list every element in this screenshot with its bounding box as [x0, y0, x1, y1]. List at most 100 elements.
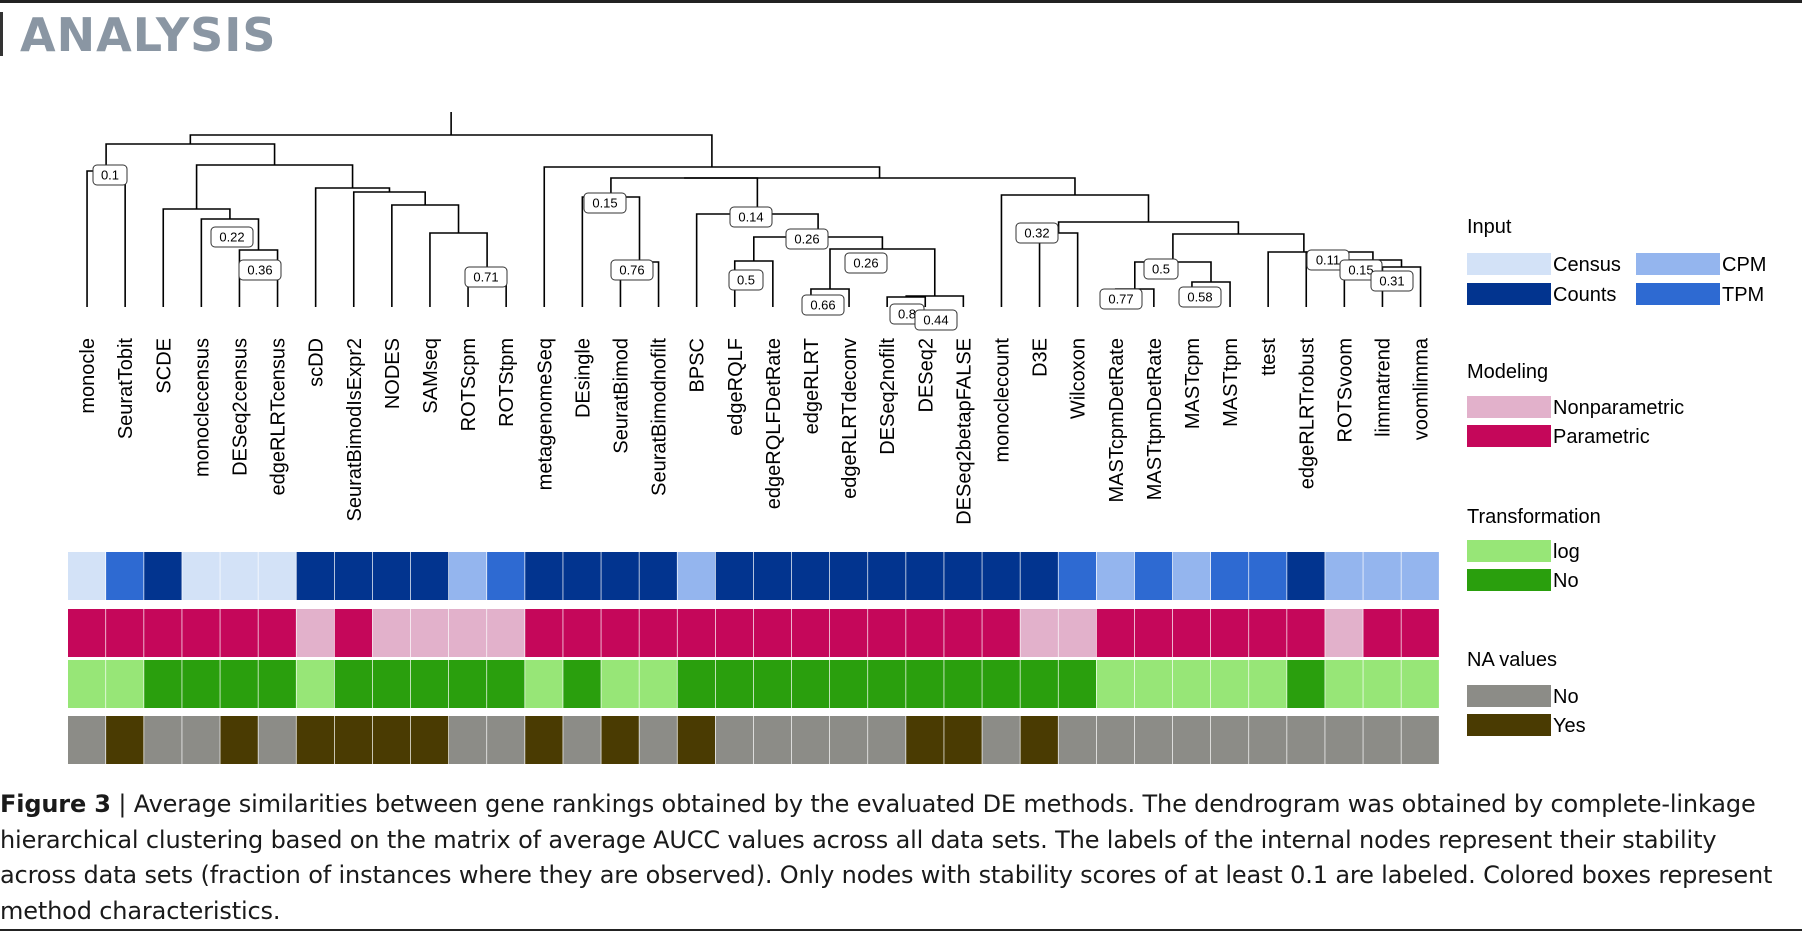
legend-swatch: [1467, 714, 1551, 736]
leaf-label: MASTcpm: [1182, 338, 1204, 429]
node-stability-label: 0.36: [238, 259, 282, 281]
leaf-label: Wilcoxon: [1068, 338, 1090, 419]
annotation-cell: [1287, 609, 1325, 657]
node-label-box: [210, 226, 254, 248]
annotation-cell: [334, 660, 373, 708]
annotation-cell: [258, 552, 296, 600]
annotation-cell: [1096, 609, 1135, 657]
legend-swatch: [1467, 283, 1551, 305]
annotation-cell: [487, 552, 525, 600]
annotation-cell: [1325, 716, 1363, 764]
annotation-cell: [791, 609, 830, 657]
annotation-cell: [868, 660, 906, 708]
annotation-cell: [182, 660, 220, 708]
dendrogram-figure: 0.1 0.22 0.36 0.71 0.15 0.76 0.14 0.26 0.5 0.26 0.…: [68, 112, 1766, 764]
dendrogram-branch: [105, 143, 276, 171]
annotation-cell: [487, 716, 525, 764]
legend-title: Input: [1467, 216, 1512, 238]
annotation-cell: [982, 552, 1020, 600]
annotation-cell: [1172, 716, 1211, 764]
annotation-cell: [868, 716, 906, 764]
leaf-labels: monocle SeuratTobit SCDE monoclecensus DESeq…: [77, 337, 1433, 525]
annotation-cell: [1249, 716, 1287, 764]
leaf-label: DESeq2nofilt: [877, 338, 899, 455]
node-label-box: [844, 252, 888, 274]
dendrogram-tree: [86, 112, 1422, 307]
annotation-cell: [525, 716, 563, 764]
annotation-cell: [1172, 660, 1211, 708]
node-label-box: [1099, 288, 1143, 310]
annotation-cell: [1058, 609, 1096, 657]
leaf-label: ROTSvoom: [1334, 338, 1356, 442]
annotation-cell: [1249, 609, 1287, 657]
legend-title: Transformation: [1467, 506, 1601, 528]
node-label-box: [1015, 222, 1059, 244]
annotation-cell: [1249, 552, 1287, 600]
leaf-label: edgeRQLF: [725, 338, 747, 436]
annotation-cell: [1287, 660, 1325, 708]
dendrogram-branch: [1057, 221, 1240, 234]
annotation-cell: [563, 660, 601, 708]
node-label-text: 0.11: [1316, 253, 1340, 268]
annotation-cell: [1134, 716, 1173, 764]
legend-label: Census: [1553, 254, 1621, 276]
legend-input: Input Census Counts CPM TPM: [1467, 216, 1766, 306]
node-label-text: 0.31: [1379, 274, 1404, 289]
leaf-label: voomlimma: [1411, 337, 1433, 440]
node-label-box: [801, 294, 845, 316]
annotation-cell: [410, 552, 449, 600]
annotation-cell: [372, 716, 411, 764]
leaf-label: SAMseq: [420, 338, 442, 414]
annotation-cell: [677, 716, 715, 764]
node-label-box: [238, 259, 282, 281]
node-stability-label: 0.11: [1306, 249, 1350, 271]
node-label-box: [729, 206, 773, 228]
annotation-cell: [753, 716, 792, 764]
legend-title: NA values: [1467, 649, 1557, 671]
node-stability-label: 0.58: [1178, 286, 1222, 308]
annotation-cell: [296, 609, 334, 657]
annotation-cell: [1058, 552, 1096, 600]
leaf-label: limmatrend: [1372, 338, 1394, 437]
node-label-box: [92, 164, 128, 186]
annotation-cell: [1211, 609, 1249, 657]
dendrogram-branch: [391, 204, 460, 307]
annotation-cell: [868, 609, 906, 657]
legend-swatch: [1467, 396, 1551, 418]
annotation-cell: [944, 552, 982, 600]
annotation-cell: [906, 716, 944, 764]
annotation-cell: [601, 609, 639, 657]
annotation-cell: [944, 716, 982, 764]
node-label-box: [464, 266, 508, 288]
annotation-cell: [68, 609, 106, 657]
leaf-label: metagenomeSeq: [534, 338, 556, 490]
annotation-cell: [1096, 552, 1135, 600]
node-label-box: [583, 192, 627, 214]
annotation-cell: [449, 609, 487, 657]
node-stability-label: 0.26: [785, 228, 829, 250]
annotation-cell: [220, 716, 258, 764]
leaf-label: MASTcpmDetRate: [1106, 338, 1128, 503]
annotation-cell: [372, 609, 411, 657]
annotation-cell: [1287, 552, 1325, 600]
legend-label: TPM: [1722, 284, 1764, 306]
node-label-text: 0.15: [1348, 263, 1373, 278]
node-label-text: 0.77: [1108, 292, 1133, 307]
leaf-label: ROTStpm: [496, 338, 518, 427]
leaf-label: ttest: [1258, 338, 1280, 376]
dendrogram-branch: [684, 177, 1076, 195]
node-label-box: [1370, 270, 1414, 292]
node-label-text: 0.5: [1152, 262, 1170, 277]
leaf-label: SeuratBimodIsExpr2: [344, 338, 366, 521]
annotation-cell: [1172, 552, 1211, 600]
annotation-cell: [1401, 609, 1439, 657]
legend-title: Modeling: [1467, 361, 1548, 383]
node-label-text: 0.22: [219, 230, 244, 245]
node-label-text: 0.71: [473, 270, 498, 285]
annotation-cell: [410, 716, 449, 764]
annotation-cell: [982, 609, 1020, 657]
annotation-cell: [753, 660, 792, 708]
leaf-label: edgeRLRT: [801, 338, 823, 434]
annotation-cell: [258, 609, 296, 657]
legend-label: Counts: [1553, 284, 1616, 306]
